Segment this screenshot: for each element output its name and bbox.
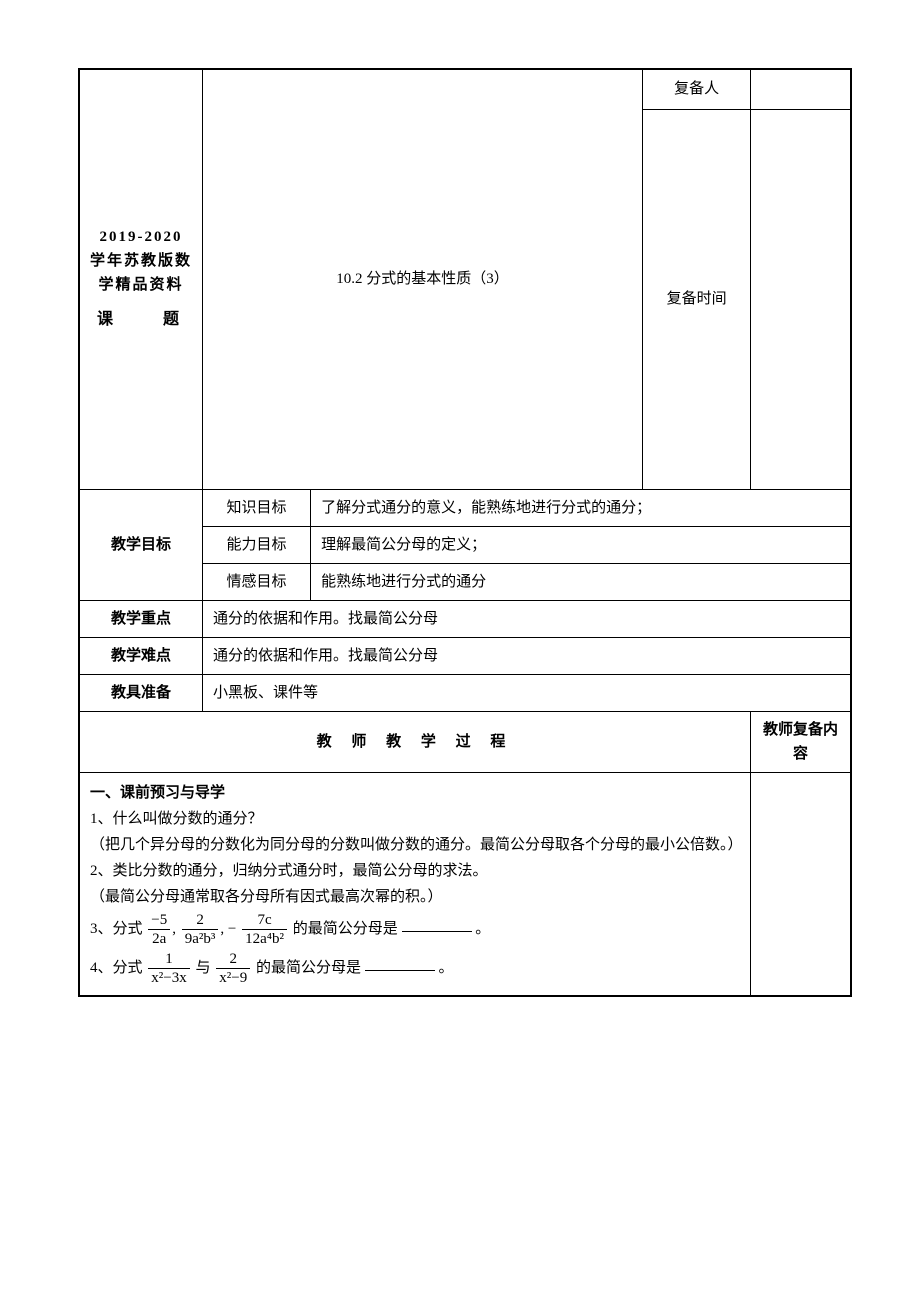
q4-mid: 的最简公分母是 bbox=[256, 959, 361, 975]
focus-text: 通分的依据和作用。找最简公分母 bbox=[203, 600, 851, 637]
tools-text: 小黑板、课件等 bbox=[203, 674, 851, 711]
q3-suffix: 。 bbox=[475, 920, 490, 936]
knowledge-label: 知识目标 bbox=[203, 489, 311, 526]
objectives-label: 教学目标 bbox=[79, 489, 203, 600]
emotion-label: 情感目标 bbox=[203, 563, 311, 600]
lesson-plan-table: 2019-2020 学年苏教版数学精品资料 课 题 10.2 分式的基本性质（3… bbox=[78, 68, 852, 997]
big-title-text: 2019-2020 学年苏教版数学精品资料 bbox=[90, 225, 192, 297]
difficulty-label: 教学难点 bbox=[79, 637, 203, 674]
q2: 2、类比分数的通分，归纳分式通分时，最简公分母的求法。 bbox=[90, 859, 740, 883]
ability-text: 理解最简公分母的定义； bbox=[311, 526, 851, 563]
review-notes-cell bbox=[751, 772, 851, 996]
process-header-right: 教师复备内容 bbox=[751, 711, 851, 772]
q4-conn: 与 bbox=[195, 959, 210, 975]
q3-prefix: 3、分式 bbox=[90, 920, 143, 936]
blank2 bbox=[365, 956, 435, 971]
process-header-left: 教 师 教 学 过 程 bbox=[79, 711, 751, 772]
section1: 一、课前预习与导学 bbox=[90, 781, 740, 805]
course-label: 课 题 bbox=[90, 307, 192, 333]
focus-label: 教学重点 bbox=[79, 600, 203, 637]
reviewer-value bbox=[751, 69, 851, 109]
emotion-text: 能熟练地进行分式的通分 bbox=[311, 563, 851, 600]
frac3: 7c 12a⁴b² bbox=[242, 911, 287, 948]
q4-line: 4、分式 1 x²−3x 与 2 x²−9 的最简公分母是 。 bbox=[90, 950, 740, 987]
subtitle: 10.2 分式的基本性质（3） bbox=[203, 69, 643, 489]
process-body: 一、课前预习与导学 1、什么叫做分数的通分？ （把几个异分母的分数化为同分母的分… bbox=[79, 772, 751, 996]
reviewer-label: 复备人 bbox=[643, 69, 751, 109]
frac1: −5 2a bbox=[148, 911, 170, 948]
review-time-value bbox=[751, 109, 851, 489]
q1-ans: （把几个异分母的分数化为同分母的分数叫做分数的通分。最简公分母取各个分母的最小公… bbox=[90, 833, 740, 857]
frac2: 2 9a²b³ bbox=[182, 911, 219, 948]
q3-line: 3、分式 −5 2a , 2 9a²b³ , − 7c 12a⁴b² 的最简公分… bbox=[90, 911, 740, 948]
q3-mid: 的最简公分母是 bbox=[293, 920, 398, 936]
difficulty-text: 通分的依据和作用。找最简公分母 bbox=[203, 637, 851, 674]
q1: 1、什么叫做分数的通分？ bbox=[90, 807, 740, 831]
frac5: 2 x²−9 bbox=[216, 950, 250, 987]
review-time-label: 复备时间 bbox=[643, 109, 751, 489]
q4-suffix: 。 bbox=[438, 959, 453, 975]
knowledge-text: 了解分式通分的意义，能熟练地进行分式的通分； bbox=[311, 489, 851, 526]
q4-prefix: 4、分式 bbox=[90, 959, 143, 975]
big-title: 2019-2020 学年苏教版数学精品资料 课 题 bbox=[79, 69, 203, 489]
blank1 bbox=[402, 917, 472, 932]
ability-label: 能力目标 bbox=[203, 526, 311, 563]
frac4: 1 x²−3x bbox=[148, 950, 189, 987]
q2-ans: （最简公分母通常取各分母所有因式最高次幂的积。） bbox=[90, 885, 740, 909]
tools-label: 教具准备 bbox=[79, 674, 203, 711]
